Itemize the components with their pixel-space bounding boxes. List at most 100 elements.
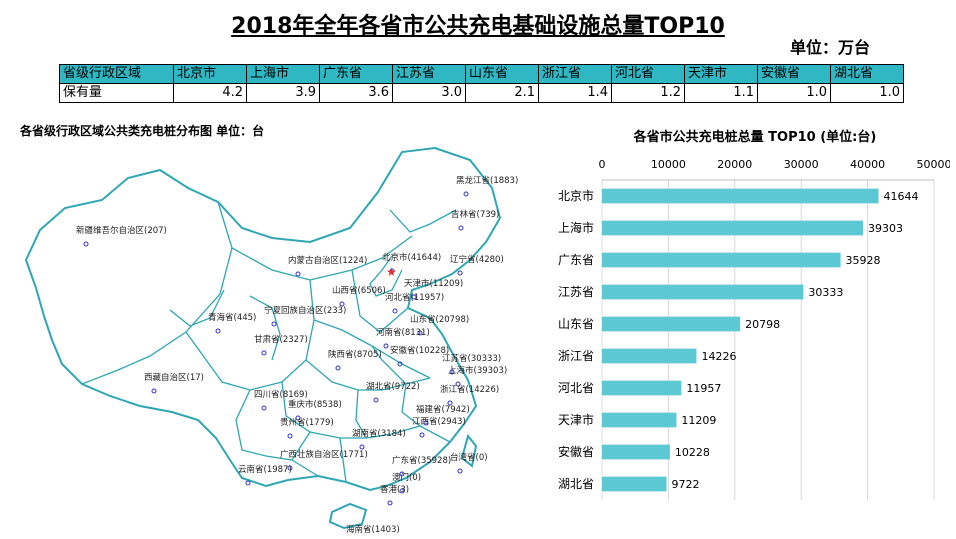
chart-bar [602,188,879,204]
map-province-label: 湖南省(3184) [352,428,406,439]
map-province-marker [261,350,267,356]
map-province-marker [399,471,405,477]
chart-category-label: 安徽省 [558,444,594,459]
stock-table-province: 广东省 [319,64,393,84]
stock-table-value: 2.1 [465,83,539,103]
map-province-marker [419,432,425,438]
map-province-marker [457,270,463,276]
map-province-marker [261,405,267,411]
province-borders [81,201,457,483]
map-province-label: 西藏自治区(17) [144,372,204,383]
chart-category-label: 江苏省 [558,285,594,299]
map-province-label: 河北省(11957) [385,292,444,303]
chart-bar [602,380,682,396]
stock-table-value: 1.0 [830,83,904,103]
chart-bar [602,220,863,236]
map-province-marker [457,468,463,474]
map-province-label: 澳门(0) [392,472,421,483]
map-province-label: 山东省(20798) [410,314,469,325]
chart-bar [602,476,667,492]
chart-data-label: 35928 [846,254,881,267]
stock-table-value: 4.2 [173,83,247,103]
china-outline [24,146,502,492]
chart-tick-label: 10000 [651,158,686,171]
stock-table-value: 3.9 [246,83,320,103]
map-province-label: 辽宁省(4280) [450,254,504,265]
chart-category-label: 河北省 [558,381,594,395]
map-province-marker [397,361,403,367]
stock-table-row-header: 省级行政区域 [59,64,174,84]
map-province-label: 贵州省(1779) [280,417,334,428]
map-province-marker [335,365,341,371]
map-province-label: 福建省(7942) [416,404,470,415]
map-title: 各省级行政区域公共类充电桩分布图 单位：台 [20,124,265,138]
map-province-label: 河南省(8131) [376,327,430,338]
chart-data-label: 20798 [745,318,780,331]
map-province-marker [455,381,461,387]
map-province-marker [449,369,455,375]
capital-star-icon: ★ [386,265,397,279]
map-province-label: 海南省(1403) [346,524,400,535]
chart-tick-labels: 0 10000 20000 30000 40000 50000 [599,158,951,171]
unit-label: 单位：万台 [790,38,871,57]
stock-table: 省级行政区域 北京市 上海市 广东省 江苏省 山东省 浙江省 河北省 天津市 安… [59,64,904,103]
chart-bar [602,284,804,300]
map-province-marker [287,433,293,439]
chart-data-label: 10228 [675,446,710,459]
map-province-label: 江苏省(30333) [442,353,501,364]
chart-data-label: 39303 [868,222,903,235]
map-province-marker [339,301,345,307]
taiwan-island [460,433,478,468]
map-labels: 黑龙江省(1883) 吉林省(739) 辽宁省(4280) 新疆维吾尔自治区(207)… [76,175,518,535]
chart-category-label: 上海市 [558,220,594,235]
stock-table-row-label: 保有量 [59,83,174,103]
chart-data-label: 14226 [701,350,736,363]
chart-data-label: 11209 [681,414,716,427]
map-province-label: 陕西省(8705) [328,349,382,360]
map-province-marker [463,191,469,197]
map-province-marker [458,225,464,231]
stock-table-value: 3.0 [392,83,466,103]
map-province-marker [295,271,301,277]
map-province-label: 湖北省(9722) [366,381,420,392]
map-province-marker [399,488,405,494]
map-province-label: 香港(3) [380,484,409,495]
chart-category-label: 天津市 [558,412,594,427]
map-province-marker [423,420,429,426]
chart-data-label: 11957 [686,382,721,395]
map-province-label: 内蒙古自治区(1224) [288,255,367,266]
chart-category-label: 湖北省 [558,476,594,491]
stock-table-value: 1.0 [757,83,831,103]
stock-table-province: 江苏省 [392,64,466,84]
chart-category-label: 北京市 [558,188,594,203]
map-province-label: 吉林省(739) [451,209,499,220]
hainan-island [328,502,368,530]
map-province-label: 台湾省(0) [450,452,488,463]
china-distribution-map: 黑龙江省(1883) 吉林省(739) 辽宁省(4280) 新疆维吾尔自治区(207)… [24,146,518,535]
map-province-label: 青海省(445) [208,312,256,323]
map-province-marker [373,397,379,403]
map-province-marker [417,330,423,336]
stock-table-province: 山东省 [465,64,539,84]
chart-title: 各省市公共充电桩总量 TOP10 (单位:台) [633,130,877,145]
map-province-label: 云南省(1987) [238,464,292,475]
chart-category-label: 广东省 [558,253,594,267]
chart-category-label: 山东省 [558,317,594,331]
chart-bar [602,412,677,428]
chart-tick-label: 40000 [850,158,885,171]
map-province-marker [295,415,301,421]
stock-table-province: 北京市 [173,64,247,84]
map-province-marker [151,388,157,394]
map-province-label: 安徽省(10228) [390,345,449,356]
chart-bars [602,188,879,492]
map-province-marker [215,328,221,334]
map-province-marker [383,343,389,349]
map-province-marker [392,308,398,314]
chart-data-label: 41644 [884,190,919,203]
stock-table-value-row: 保有量 4.2 3.9 3.6 3.0 2.1 1.4 1.2 1.1 1.0 … [59,83,904,103]
map-province-label: 重庆市(8538) [288,399,342,410]
stock-table-province: 安徽省 [757,64,831,84]
chart-data-labels: 41644 39303 35928 30333 20798 14226 11957 11209… [672,190,919,491]
stock-table-value: 3.6 [319,83,393,103]
